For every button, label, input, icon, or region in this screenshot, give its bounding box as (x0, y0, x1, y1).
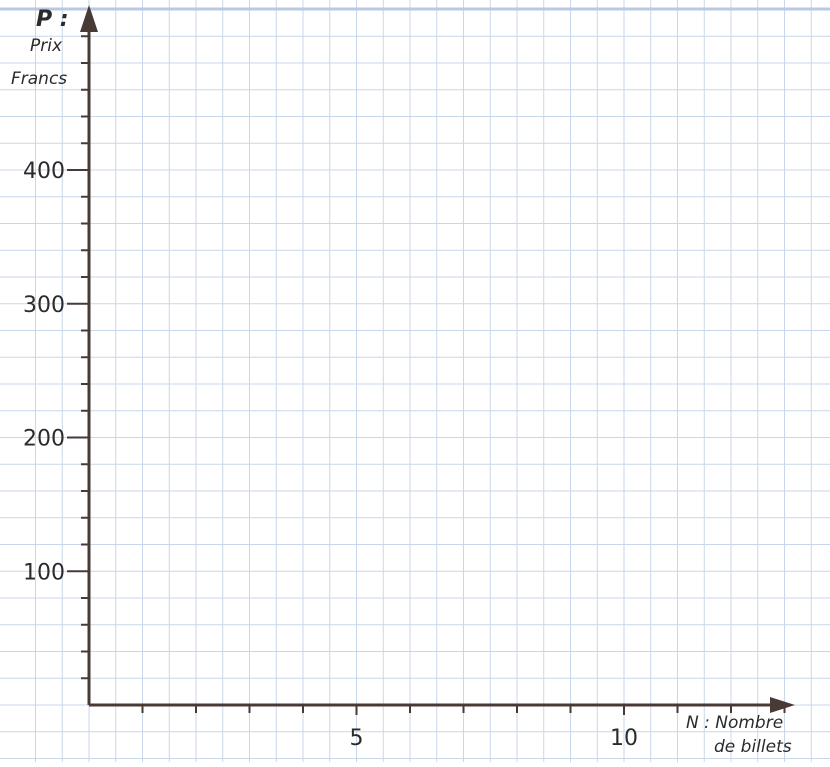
y-tick-label: 300 (23, 293, 65, 318)
y-tick-label: 200 (23, 427, 65, 452)
y-axis-label-line-3: Francs (11, 69, 67, 89)
x-tick-label: 5 (350, 726, 364, 751)
y-axis-arrow-icon (80, 5, 98, 32)
y-tick-label: 100 (23, 560, 65, 585)
y-axis-label-line-2: Prix (30, 36, 63, 56)
y-tick-label: 400 (23, 159, 65, 184)
tick-labels: 5 10 100 200 300 400 (23, 159, 638, 751)
x-axis-label-line-1: N : Nombre (686, 713, 783, 733)
x-tick-label: 10 (610, 726, 638, 751)
x-axis-arrow-icon (770, 697, 795, 713)
axes (80, 5, 795, 713)
x-axis-label-line-2: de billets (714, 737, 792, 757)
y-axis-label-line-1: P : (36, 7, 69, 32)
